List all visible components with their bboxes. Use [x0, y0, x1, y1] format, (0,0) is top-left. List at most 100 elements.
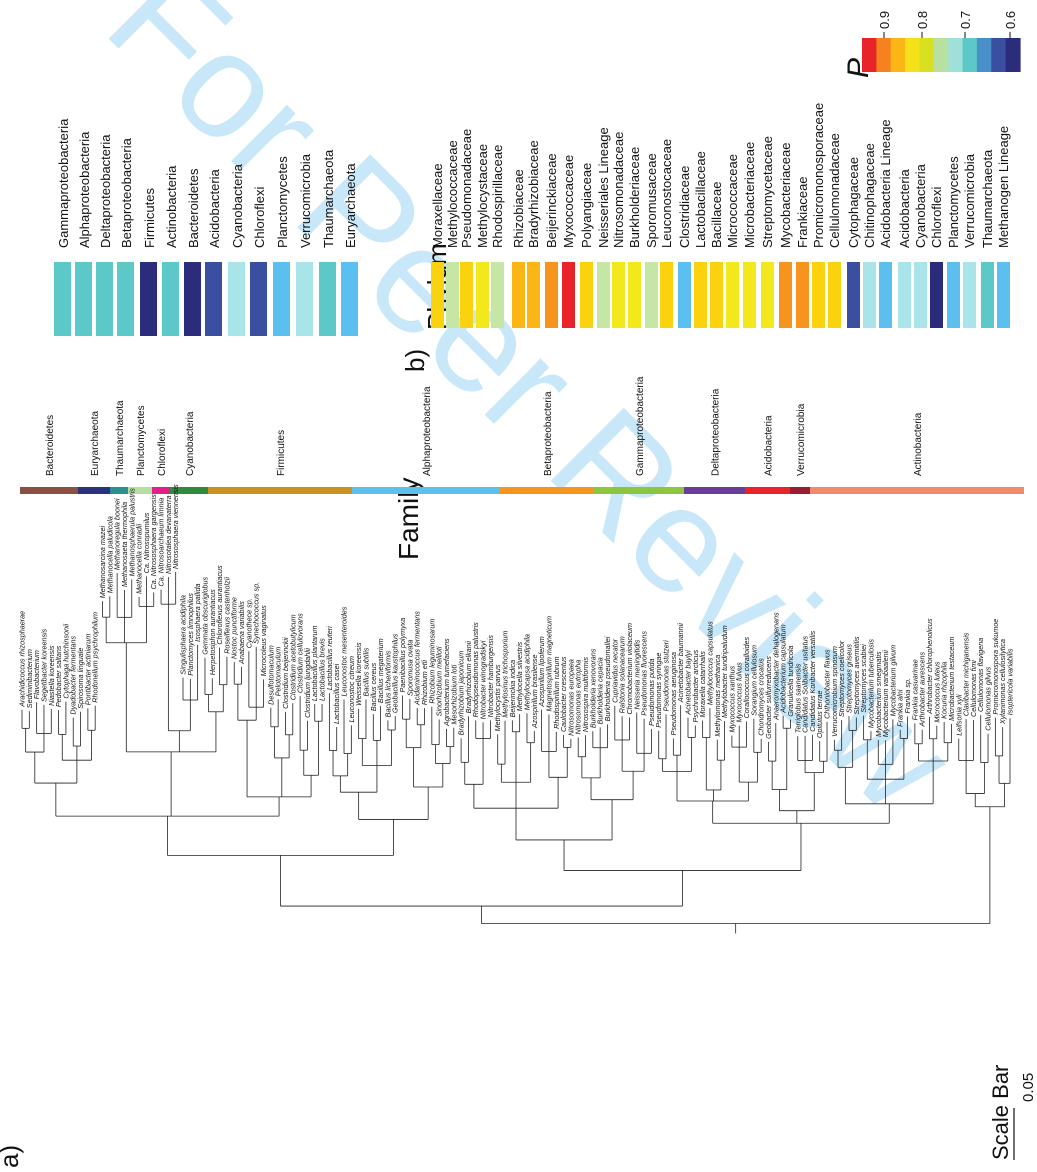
clade-label: Euryarchaeota	[90, 411, 101, 476]
taxon-label: Lactobacillus brevis	[318, 638, 327, 701]
phylum-swatch	[205, 262, 222, 336]
taxon-label: Magnetospirillum magneticum	[544, 616, 553, 711]
taxon-label: Planctomyces limnophilus	[186, 593, 195, 676]
family-label: Microbacteriaceae	[742, 142, 757, 248]
taxon-label: Methylocella silvestris	[515, 641, 524, 711]
family-label: Methanogen Lineage	[996, 126, 1011, 248]
family-label: Clostridiaceae	[677, 166, 692, 248]
family-label: Cyanobacteria	[913, 163, 928, 248]
clade-strip-segment	[128, 487, 152, 494]
taxon-label: Pontibacter actiniarum	[83, 634, 92, 706]
family-label: Planctomycetes	[946, 156, 961, 248]
family-swatch	[997, 262, 1010, 328]
taxon-label: Acidobacterium capsulatum	[779, 624, 788, 713]
legend-swatch	[862, 38, 877, 72]
taxon-label: Cellulomonas flavigena	[976, 638, 985, 712]
taxon-label: Roseiflexus castenholzii	[222, 577, 231, 654]
taxon-label: Rhizobium etli	[420, 660, 429, 706]
taxon-label: Lactobacillus plantarum	[310, 626, 319, 702]
taxon-label: Methanocella paludicola	[105, 516, 114, 593]
family-label: Myxococcaceae	[561, 155, 576, 248]
phylum-swatch	[250, 262, 267, 336]
clade-strip-segment	[594, 487, 684, 494]
taxon-label: Terriglobus saanensis	[793, 663, 802, 733]
phylum-swatch	[341, 262, 358, 336]
family-swatch	[678, 262, 691, 328]
taxon-label: Bacillus megaterium	[376, 638, 385, 703]
taxon-label: Weissella koreensis	[354, 642, 363, 706]
phylum-label: Bacteroidetes	[186, 168, 201, 248]
family-swatch	[527, 262, 540, 328]
phylum-label: Firmicutes	[142, 188, 157, 248]
family-label: Streptomycetaceae	[760, 136, 775, 248]
taxon-label: Desulfotomaculum	[266, 645, 275, 705]
taxon-label: Clostridium acetobutylicum	[288, 614, 297, 700]
family-label: Cytophagaceae	[846, 157, 861, 248]
phylum-label: Chloroflexi	[252, 186, 267, 248]
taxon-label: Streptomyces griseus	[844, 644, 853, 714]
phylum-swatch	[319, 262, 336, 336]
family-label: Polyangiaceae	[579, 163, 594, 248]
taxon-label: Bacillus licheniformis	[383, 650, 392, 717]
taxon-label: Cellulomonas fimi	[969, 660, 978, 717]
taxon-label: Bradyrhizobium japonicum	[457, 651, 466, 736]
scale-bar-label: Scale Bar	[988, 1065, 1013, 1160]
taxon-label: Myxococcus fulvus	[735, 662, 744, 723]
clade-label: Cyanobacteria	[185, 411, 196, 476]
taxon-label: Singulisphaera acidiphila	[179, 595, 188, 675]
taxon-label: Rhodopseudomonas palustris	[471, 622, 480, 718]
taxon-label: Kocuria rhizophila	[940, 662, 949, 719]
legend-tick-label: 0.7	[958, 11, 973, 29]
taxon-label: Sporomusa ovata	[405, 640, 414, 696]
family-swatch	[446, 262, 459, 328]
taxon-label: Rhodospirillum rubrum	[552, 657, 561, 729]
phylum-label: Acidobacteria	[207, 168, 222, 248]
taxon-label: Cyanothece sp.	[244, 598, 253, 648]
scale-bar: Scale Bar 0.05	[988, 1065, 1037, 1160]
taxon-label: Arthrobacter chlorophenolicus	[925, 618, 934, 715]
clade-strip-segment	[208, 487, 352, 494]
family-swatch	[847, 262, 860, 328]
legend-tick-label: 0.8	[915, 11, 930, 29]
taxon-label: Candidatus Solibacter usitatus	[801, 635, 810, 732]
family-label: Neisseriales Lineage	[596, 127, 611, 248]
taxon-label: Chthoniobacter flavus	[823, 649, 832, 719]
phylum-label: Betaproteobacteria	[119, 137, 134, 248]
family-label: Mycobacteriaceae	[778, 143, 793, 249]
family-swatch	[562, 262, 575, 328]
taxon-label: Sediminibacterium	[25, 649, 34, 708]
taxon-label: Clostridium beijerinckii	[281, 637, 290, 709]
family-label: Chloroflexi	[929, 186, 944, 248]
taxon-label: Ca. Nitrosopumilus	[142, 512, 151, 573]
taxon-label: Azospirillum lipoferum	[537, 636, 546, 707]
phylogenetic-tree: Arachidicoccus rhizosphaeraeSediminibact…	[18, 484, 1015, 934]
taxon-label: Myxococcus xanthus	[727, 665, 736, 732]
legend-swatch	[962, 38, 978, 72]
taxon-label: Cellulomonas gilvus	[984, 666, 993, 730]
taxon-label: Methanosaeta thermophila	[120, 502, 129, 587]
taxon-label: Verrucomicrobium spinosum	[830, 646, 839, 737]
taxon-label: Microcoleus vaginatus	[259, 605, 268, 677]
phylum-label: Euryarchaeota	[343, 163, 358, 248]
family-swatch	[947, 262, 960, 328]
taxon-label: Pseudomonas syringae	[654, 653, 663, 728]
taxon-label: Nitrobacter winogradskyi	[479, 640, 488, 719]
taxon-label: Micrococcus luteus	[932, 661, 941, 723]
taxon-label: Nitrobacter hamburgensis	[486, 635, 495, 718]
taxon-label: Chloroflexus aurantiacus	[215, 565, 224, 645]
taxon-label: Methanosphaerula palustris	[127, 488, 136, 577]
family-label: Bradyrhizobiaceae	[526, 140, 541, 248]
phylum-swatch	[117, 262, 134, 336]
phylum-swatch	[296, 262, 313, 336]
phylum-swatch	[75, 262, 92, 336]
taxon-label: Mycobacterium gilvum	[888, 645, 897, 717]
phylum-label: Alphaproteobacteria	[77, 131, 92, 248]
taxon-label: Streptomyces avermitilis	[852, 636, 861, 714]
legend-swatch	[976, 38, 992, 72]
taxon-label: Ca. Nitrosoarchaeum limnia	[157, 498, 166, 587]
legend-tick-label: 0.6	[1003, 11, 1018, 29]
taxon-label: Leuconostoc citreum	[347, 656, 356, 722]
